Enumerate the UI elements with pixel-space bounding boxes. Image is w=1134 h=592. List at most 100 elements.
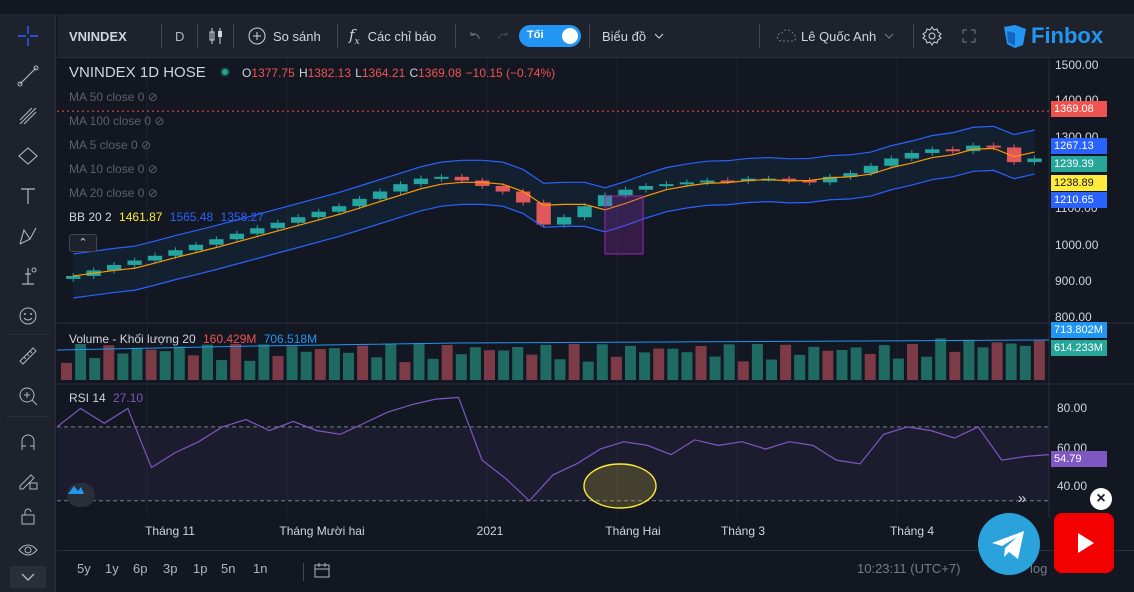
ma100-legend[interactable]: MA 100 close 0 ⊘ [69, 114, 164, 128]
collapse-legend-button[interactable]: ⌃ [69, 234, 97, 252]
fullscreen-icon[interactable] [959, 14, 979, 58]
theme-label: Tối [527, 29, 544, 41]
bb-legend[interactable]: BB 20 2 1461.87 1565.48 1358.27 [69, 210, 264, 224]
fib-tool-icon[interactable] [14, 102, 42, 130]
text-tool-icon[interactable] [14, 182, 42, 210]
volume-bar [343, 352, 354, 380]
eye-off-icon[interactable]: ⊘ [147, 162, 158, 176]
eye-off-icon[interactable]: ⊘ [154, 114, 165, 128]
range-button[interactable]: 5y [77, 561, 91, 576]
compare-button[interactable]: So sánh [247, 14, 321, 58]
candle [147, 255, 163, 261]
redo-icon[interactable] [493, 14, 513, 58]
prediction-icon[interactable] [14, 262, 42, 290]
ruler-icon[interactable] [14, 342, 42, 370]
price-label: 1239.39 [1051, 156, 1107, 172]
chart-menu[interactable]: Biểu đồ [602, 14, 666, 58]
scroll-right-icon[interactable]: » [1017, 490, 1027, 507]
range-button[interactable]: 5n [221, 561, 236, 576]
c-label: C [409, 66, 419, 80]
volume-bar [512, 346, 524, 380]
volume-bar [625, 345, 636, 380]
range-button[interactable]: 6p [133, 561, 148, 576]
candle [393, 184, 408, 192]
trend-line-icon[interactable] [14, 62, 42, 90]
volume-bar [413, 343, 425, 380]
indicators-button[interactable]: fx Các chỉ báo [349, 14, 436, 58]
volume-bar [258, 344, 270, 380]
eye-off-icon[interactable]: ⊘ [147, 186, 158, 200]
bb-upper-line [73, 125, 1035, 255]
volume-bar [582, 361, 594, 380]
magnet-icon[interactable] [14, 428, 42, 456]
candle [536, 202, 551, 225]
range-button[interactable]: 1n [253, 561, 268, 576]
volume-bar [540, 344, 552, 380]
ma10-legend[interactable]: MA 10 close 0 ⊘ [69, 162, 158, 176]
rsi-legend[interactable]: RSI 14 27.10 [69, 391, 143, 405]
divider [589, 24, 590, 48]
interval-button[interactable]: D [175, 28, 185, 44]
volume-bar [399, 362, 411, 380]
price-label: 1369.08 [1051, 101, 1107, 117]
ma50-legend[interactable]: MA 50 close 0 ⊘ [69, 90, 158, 104]
candle [659, 184, 674, 187]
user-menu[interactable]: Lê Quốc Anh [775, 14, 896, 58]
eye-icon[interactable] [14, 536, 42, 564]
divider [161, 24, 162, 48]
range-button[interactable]: 1y [105, 561, 119, 576]
pattern-xabcd-icon[interactable] [14, 222, 42, 250]
candle [577, 206, 592, 218]
ma20-legend[interactable]: MA 20 close 0 ⊘ [69, 186, 158, 200]
tradingview-logo-icon[interactable] [67, 483, 95, 507]
volume-label: Volume - Khối lượng 20 [69, 332, 196, 346]
eye-off-icon[interactable]: ⊘ [147, 90, 158, 104]
volume-bar [653, 348, 665, 380]
lock-pencil-icon[interactable] [14, 466, 42, 494]
highlight-ellipse [583, 463, 657, 509]
legend-symbol-row: VNINDEX 1D HOSE O1377.75 H1382.13 L1364.… [69, 64, 555, 81]
zoom-in-icon[interactable] [14, 382, 42, 410]
candle [618, 189, 633, 196]
range-button[interactable]: 1p [193, 561, 208, 576]
settings-icon[interactable] [921, 14, 943, 58]
eye-off-icon[interactable]: ⊘ [141, 138, 152, 152]
symbol-search[interactable]: VNINDEX [69, 28, 127, 44]
ma5-legend[interactable]: MA 5 close 0 ⊘ [69, 138, 151, 152]
log-toggle[interactable]: log [1030, 561, 1048, 576]
collapse-toolbar-icon[interactable] [10, 566, 46, 588]
cloud-icon [777, 29, 797, 42]
ma100-label: MA 100 close 0 [69, 114, 152, 128]
calendar-icon[interactable] [313, 561, 331, 582]
brand-name: Finbox [1031, 23, 1104, 48]
candle [1027, 158, 1042, 163]
range-button[interactable]: 3p [163, 561, 178, 576]
volume-bar [498, 350, 510, 380]
undo-icon[interactable] [465, 14, 485, 58]
volume-bar [921, 356, 933, 380]
volume-bar [822, 350, 834, 380]
chart-area[interactable]: VNINDEX 1D HOSE O1377.75 H1382.13 L1364.… [57, 58, 1134, 518]
volume-legend[interactable]: Volume - Khối lượng 20 160.429M 706.518M [69, 332, 317, 346]
top-toolbar: VNINDEX D So sánh fx Các chỉ báo Tối Biể… [57, 14, 1134, 58]
youtube-icon[interactable] [1054, 513, 1114, 573]
telegram-icon[interactable] [978, 513, 1040, 575]
open-value: 1377.75 [251, 66, 295, 80]
crosshair-icon[interactable] [14, 22, 42, 50]
lock-icon[interactable] [14, 502, 42, 530]
candle [413, 178, 429, 185]
volume-bar [427, 358, 439, 380]
volume-bar [300, 351, 312, 380]
drawing-toolbar [0, 14, 56, 592]
emoji-icon[interactable] [14, 302, 42, 330]
volume-bar [202, 344, 213, 380]
candle-style-icon[interactable] [207, 14, 225, 58]
clock-time[interactable]: 10:23:11 (UTC+7) [857, 561, 961, 576]
pattern-icon[interactable] [14, 142, 42, 170]
close-overlay-icon[interactable]: × [1090, 488, 1112, 510]
bb-mid-value: 1461.87 [119, 210, 163, 224]
volume-bar [723, 344, 735, 380]
candle [1006, 147, 1022, 163]
candle [434, 176, 449, 179]
theme-toggle[interactable]: Tối [519, 14, 581, 58]
